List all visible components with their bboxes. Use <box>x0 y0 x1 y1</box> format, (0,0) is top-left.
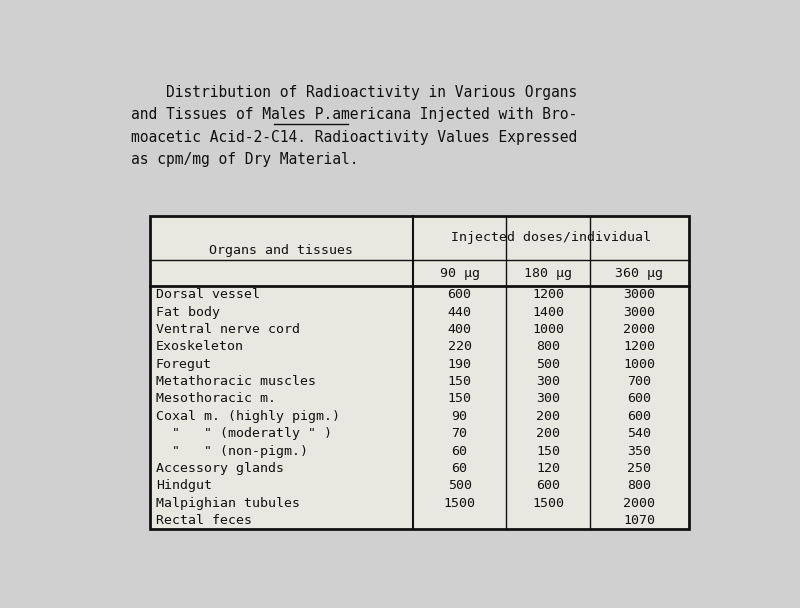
Text: 600: 600 <box>448 288 472 301</box>
Text: 120: 120 <box>536 462 560 475</box>
Text: 360 μg: 360 μg <box>615 266 663 280</box>
Text: 1200: 1200 <box>532 288 564 301</box>
Text: 700: 700 <box>627 375 651 388</box>
Text: as cpm/mg of Dry Material.: as cpm/mg of Dry Material. <box>131 152 358 167</box>
Text: 540: 540 <box>627 427 651 440</box>
Text: Malpighian tubules: Malpighian tubules <box>156 497 300 510</box>
Text: Hindgut: Hindgut <box>156 480 212 492</box>
Text: and Tissues of Males P.americana Injected with Bro-: and Tissues of Males P.americana Injecte… <box>131 107 578 122</box>
Text: 1000: 1000 <box>532 323 564 336</box>
Text: 180 μg: 180 μg <box>524 266 572 280</box>
Text: 60: 60 <box>451 462 467 475</box>
Text: Accessory glands: Accessory glands <box>156 462 284 475</box>
Text: 400: 400 <box>448 323 472 336</box>
Text: 90 μg: 90 μg <box>440 266 480 280</box>
Text: 3000: 3000 <box>623 288 655 301</box>
Text: 70: 70 <box>451 427 467 440</box>
Text: 800: 800 <box>536 340 560 353</box>
Text: Fat body: Fat body <box>156 306 220 319</box>
Text: 2000: 2000 <box>623 323 655 336</box>
Bar <box>150 216 689 530</box>
Text: 60: 60 <box>451 444 467 458</box>
Text: 1400: 1400 <box>532 306 564 319</box>
Text: 600: 600 <box>627 410 651 423</box>
Text: Coxal m. (highly pigm.): Coxal m. (highly pigm.) <box>156 410 340 423</box>
Text: 150: 150 <box>448 375 472 388</box>
Text: 1500: 1500 <box>532 497 564 510</box>
Text: 150: 150 <box>536 444 560 458</box>
Text: Foregut: Foregut <box>156 358 212 371</box>
Text: 200: 200 <box>536 427 560 440</box>
Text: Metathoracic muscles: Metathoracic muscles <box>156 375 316 388</box>
Text: Mesothoracic m.: Mesothoracic m. <box>156 393 276 406</box>
Text: 500: 500 <box>448 480 472 492</box>
Text: 3000: 3000 <box>623 306 655 319</box>
Text: Organs and tissues: Organs and tissues <box>210 244 354 257</box>
Text: 1000: 1000 <box>623 358 655 371</box>
Text: Rectal feces: Rectal feces <box>156 514 252 527</box>
Text: 300: 300 <box>536 393 560 406</box>
Text: Ventral nerve cord: Ventral nerve cord <box>156 323 300 336</box>
Text: Exoskeleton: Exoskeleton <box>156 340 244 353</box>
Text: Dorsal vessel: Dorsal vessel <box>156 288 260 301</box>
Text: moacetic Acid-2-C14. Radioactivity Values Expressed: moacetic Acid-2-C14. Radioactivity Value… <box>131 130 578 145</box>
Text: 200: 200 <box>536 410 560 423</box>
Text: 800: 800 <box>627 480 651 492</box>
Text: 90: 90 <box>451 410 467 423</box>
Text: 150: 150 <box>448 393 472 406</box>
Text: 250: 250 <box>627 462 651 475</box>
Text: 350: 350 <box>627 444 651 458</box>
Text: 1070: 1070 <box>623 514 655 527</box>
Text: 1500: 1500 <box>443 497 475 510</box>
Text: "   " (moderatly " ): " " (moderatly " ) <box>156 427 332 440</box>
Text: 190: 190 <box>448 358 472 371</box>
Text: "   " (non-pigm.): " " (non-pigm.) <box>156 444 308 458</box>
Text: Injected doses/individual: Injected doses/individual <box>451 232 651 244</box>
Text: 600: 600 <box>627 393 651 406</box>
Text: 600: 600 <box>536 480 560 492</box>
Text: 2000: 2000 <box>623 497 655 510</box>
Text: 1200: 1200 <box>623 340 655 353</box>
Text: 300: 300 <box>536 375 560 388</box>
Text: 500: 500 <box>536 358 560 371</box>
Text: 220: 220 <box>448 340 472 353</box>
Text: Distribution of Radioactivity in Various Organs: Distribution of Radioactivity in Various… <box>131 85 578 100</box>
Text: 440: 440 <box>448 306 472 319</box>
